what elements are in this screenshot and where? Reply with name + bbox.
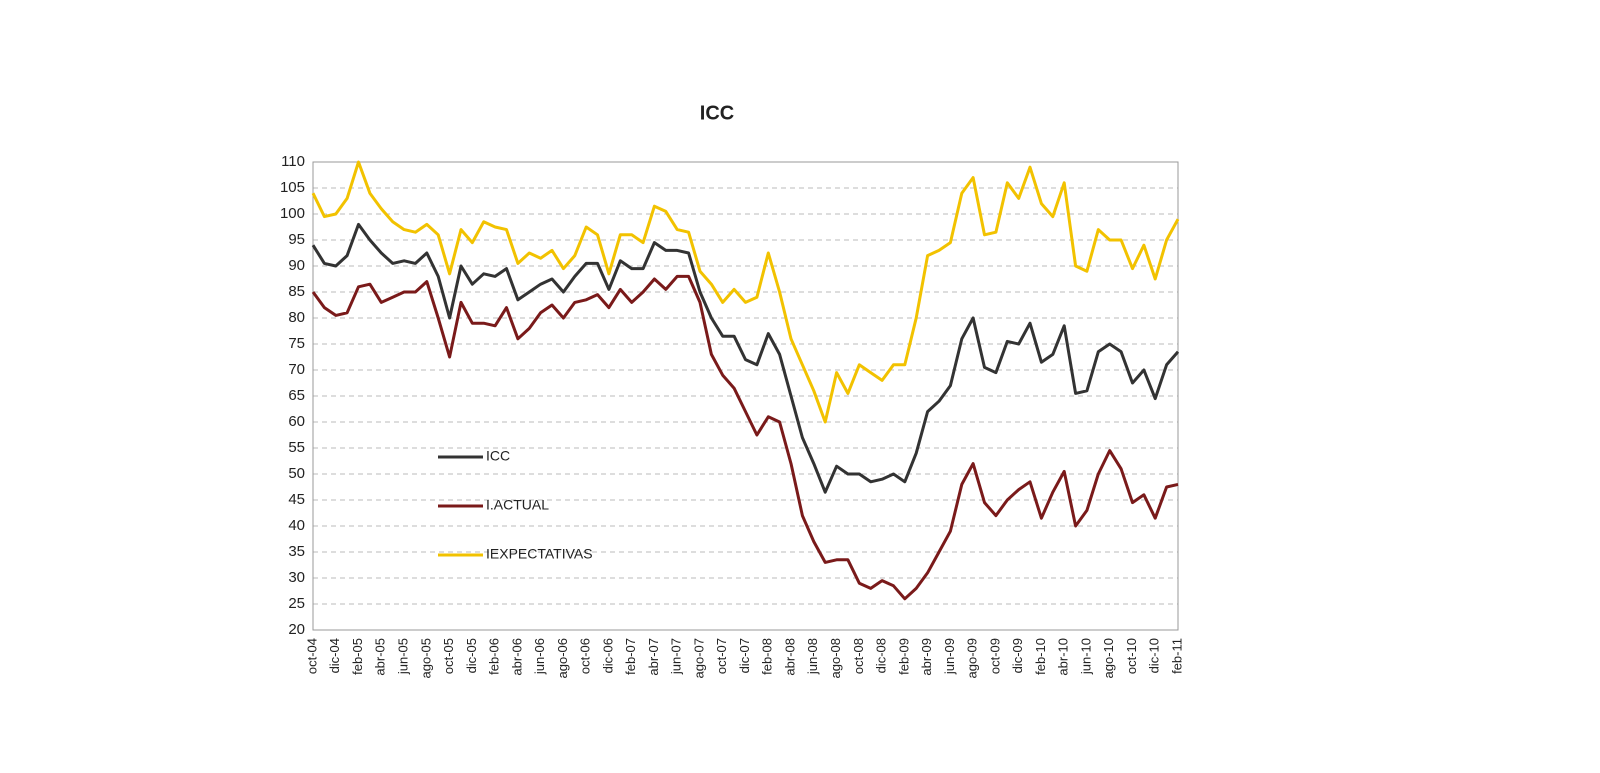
y-tick-label: 60 <box>288 413 305 430</box>
x-tick-label: jun-09 <box>942 638 957 675</box>
y-tick-label: 65 <box>288 387 305 404</box>
plot-border <box>312 161 1179 631</box>
x-tick-label: abr-10 <box>1056 638 1071 676</box>
x-tick-label: dic-09 <box>1010 638 1025 673</box>
chart-title: ICC <box>700 102 734 124</box>
x-tick-label: dic-08 <box>874 638 889 673</box>
y-tick-label: 30 <box>288 569 305 586</box>
x-tick-label: ago-07 <box>691 638 706 678</box>
y-tick-label: 95 <box>288 231 305 248</box>
x-tick-label: oct-06 <box>578 638 593 674</box>
x-tick-label: dic-06 <box>600 638 615 673</box>
legend-label: ICC <box>486 448 510 464</box>
x-tick-label: oct-08 <box>851 638 866 674</box>
y-tick-label: 90 <box>288 257 305 274</box>
x-tick-label: oct-10 <box>1124 638 1139 674</box>
y-tick-label: 75 <box>288 335 305 352</box>
x-tick-label: feb-10 <box>1033 638 1048 675</box>
x-tick-label: dic-10 <box>1147 638 1162 673</box>
x-tick-label: ago-09 <box>965 638 980 678</box>
y-tick-label: 70 <box>288 361 305 378</box>
x-tick-label: jun-06 <box>532 638 547 675</box>
y-tick-label: 45 <box>288 491 305 508</box>
x-tick-label: oct-07 <box>714 638 729 674</box>
x-tick-label: feb-08 <box>760 638 775 675</box>
x-tick-label: jun-07 <box>669 638 684 675</box>
x-tick-label: abr-06 <box>509 638 524 676</box>
x-tick-label: feb-11 <box>1169 638 1184 674</box>
x-tick-label: abr-08 <box>782 638 797 676</box>
y-tick-label: 20 <box>288 621 305 638</box>
x-tick-label: jun-05 <box>395 638 410 675</box>
x-tick-label: feb-07 <box>623 638 638 675</box>
x-tick-label: feb-06 <box>487 638 502 675</box>
x-tick-label: ago-08 <box>828 638 843 678</box>
x-tick-label: dic-04 <box>327 638 342 673</box>
series-line <box>311 222 1180 494</box>
x-tick-label: ago-05 <box>418 638 433 678</box>
series-line <box>311 160 1180 424</box>
y-tick-label: 100 <box>280 205 305 222</box>
x-tick-label: abr-05 <box>373 638 388 676</box>
x-tick-label: oct-05 <box>441 638 456 674</box>
x-tick-label: dic-07 <box>737 638 752 673</box>
y-tick-label: 110 <box>281 153 305 170</box>
x-tick-label: jun-10 <box>1078 638 1093 675</box>
y-tick-label: 50 <box>288 465 305 482</box>
y-tick-label: 25 <box>288 595 305 612</box>
x-tick-label: oct-09 <box>987 638 1002 674</box>
x-tick-label: feb-05 <box>350 638 365 675</box>
legend-label: I.ACTUAL <box>486 497 549 513</box>
legend-label: IEXPECTATIVAS <box>486 546 593 562</box>
y-tick-label: 55 <box>288 439 305 456</box>
y-tick-label: 40 <box>288 517 305 534</box>
x-tick-label: jun-08 <box>805 638 820 675</box>
x-tick-label: ago-06 <box>555 638 570 678</box>
x-tick-label: oct-04 <box>304 638 319 674</box>
x-tick-label: feb-09 <box>896 638 911 675</box>
y-tick-label: 85 <box>288 283 305 300</box>
series-line <box>311 274 1179 601</box>
y-tick-label: 35 <box>288 543 305 560</box>
x-tick-label: abr-09 <box>919 638 934 676</box>
x-tick-label: ago-10 <box>1101 638 1116 678</box>
y-tick-label: 80 <box>288 309 305 326</box>
x-tick-label: dic-05 <box>464 638 479 673</box>
y-tick-label: 105 <box>280 179 305 196</box>
x-tick-label: abr-07 <box>646 638 661 676</box>
